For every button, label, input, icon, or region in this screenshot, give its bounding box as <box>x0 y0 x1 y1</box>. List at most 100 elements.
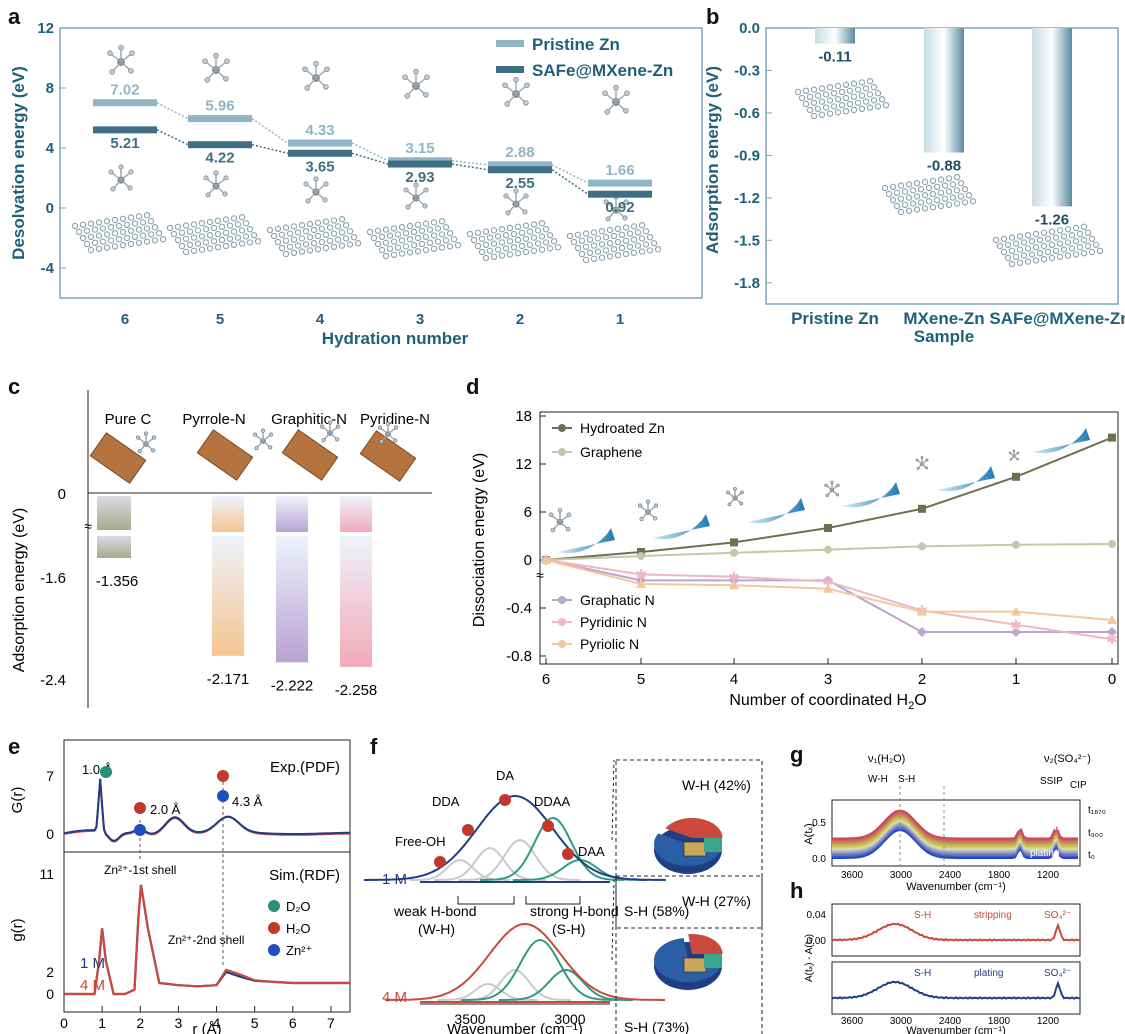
slab-atom <box>194 227 202 234</box>
slab-atom <box>103 217 111 225</box>
hydrated-ion-bottom <box>108 164 134 192</box>
level-bar <box>488 166 552 174</box>
o-atom <box>405 204 411 210</box>
spectrum-trace <box>832 820 1078 850</box>
slab-atom <box>606 239 614 247</box>
axis-break-mark: ≈ <box>536 567 544 583</box>
slab-atom <box>422 246 430 254</box>
pie-label-wh: W-H (42%) <box>682 777 751 793</box>
slab-atom <box>1044 235 1052 242</box>
conc-label-1m: 1 M <box>382 871 407 888</box>
o-atom <box>423 92 429 98</box>
slab-atom <box>318 225 326 232</box>
slab-atom <box>426 226 434 233</box>
slab-atom <box>1084 229 1092 236</box>
slab-atom <box>506 224 514 232</box>
data-point <box>636 579 646 588</box>
slab-atom <box>486 234 494 241</box>
slab-atom <box>1064 239 1072 246</box>
y-tick-label: 2 <box>46 964 54 980</box>
spectrum-trace <box>832 827 1078 858</box>
o-atom <box>623 108 629 114</box>
slab-atom <box>909 187 917 194</box>
o-atom <box>920 456 924 459</box>
slab-atom <box>250 231 258 239</box>
slab-atom <box>346 227 354 235</box>
data-point <box>541 555 551 564</box>
slab-atom <box>198 219 206 227</box>
slab-atom <box>802 100 810 108</box>
slab-atom <box>214 217 222 224</box>
slab-atom <box>278 244 286 252</box>
y-axis-label-a: Desolvation energy (eV) <box>9 66 28 260</box>
o-atom <box>824 483 828 487</box>
slab-atom <box>913 179 921 187</box>
slab-atom <box>941 182 949 189</box>
slab-atom <box>1076 243 1084 251</box>
legend-label: Graphatic N <box>580 592 655 608</box>
pie-slice-green <box>704 838 722 852</box>
bar-pure-c-lower <box>97 536 131 558</box>
slab-atom <box>426 239 434 246</box>
slab-atom <box>278 231 286 238</box>
slab-atom <box>1060 246 1068 253</box>
y-tick-label: 0.00 <box>807 936 827 947</box>
y-ticks-a: 12 8 4 0 -4 <box>37 20 66 277</box>
x-tick-label: 0 <box>60 1015 68 1031</box>
zn-slab <box>466 219 562 262</box>
slab-atom <box>482 241 490 248</box>
o-atom <box>305 198 311 204</box>
slab-atom <box>382 226 390 233</box>
o-atom <box>504 101 510 107</box>
slab-atom <box>111 229 119 237</box>
annotation: stripping <box>974 910 1012 921</box>
category-label: Pure C <box>105 411 152 428</box>
o-atom <box>260 428 266 433</box>
category-labels-c: Pure C Pyrrole-N Graphitic-N Pyridine-N <box>105 411 430 428</box>
slab-atom <box>186 228 194 235</box>
slab-atom <box>127 227 135 234</box>
slab-atom <box>602 247 610 254</box>
slab-atom <box>830 89 838 97</box>
slab-atom <box>222 242 230 250</box>
slab-atom <box>1020 252 1028 259</box>
slab-atom <box>929 177 937 184</box>
d2o-marker <box>100 766 112 778</box>
x-tick-label: 3 <box>175 1015 183 1031</box>
hydrated-ion-top <box>202 52 230 83</box>
slab-atom <box>210 237 218 245</box>
y-tick-label: 18 <box>515 408 532 425</box>
connector <box>611 759 615 841</box>
slab-atom <box>190 247 198 254</box>
slab-atom <box>885 190 893 198</box>
slab-atom <box>1092 241 1100 248</box>
zn-slab <box>366 217 462 260</box>
difference-trace-plating <box>831 980 1081 1000</box>
slab-atom <box>178 242 186 250</box>
slab-atom <box>498 239 506 246</box>
x-tick-label: 3500 <box>454 1011 485 1027</box>
data-point <box>1107 627 1117 637</box>
slab-atom <box>834 95 842 103</box>
slab-atom <box>1032 243 1040 251</box>
o-atom <box>202 58 208 64</box>
slab-atom <box>446 229 454 237</box>
slab-atom <box>578 237 586 244</box>
slab-atom <box>474 242 482 250</box>
o-atom <box>137 449 142 454</box>
difference-trace-stripping <box>831 922 1081 942</box>
slab-atom <box>854 86 862 93</box>
slab-mxene <box>881 173 977 216</box>
slab-atom <box>1052 234 1060 241</box>
slab-atom <box>834 109 842 116</box>
category-label: Pyrrole-N <box>182 411 245 428</box>
o-atom <box>268 445 273 450</box>
slab-atom <box>438 244 446 251</box>
x-tick-label: 1200 <box>1037 1016 1060 1027</box>
slab-atom <box>238 213 246 221</box>
o-atom <box>335 437 340 442</box>
annotation: plating <box>974 968 1003 979</box>
slab-atom <box>338 229 346 236</box>
o-atom <box>1009 458 1012 461</box>
x-tick-label: 6 <box>289 1015 297 1031</box>
